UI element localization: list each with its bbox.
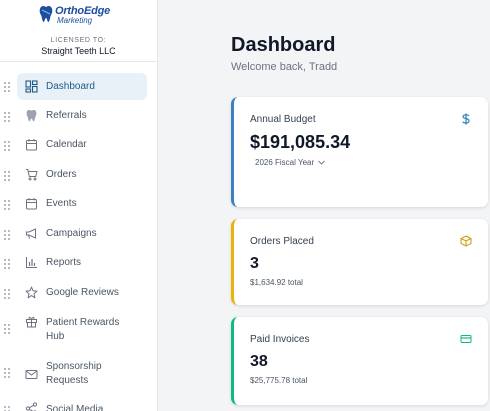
- tooth-icon: [26, 109, 37, 122]
- fiscal-year-select-value: 2026 Fiscal Year: [255, 158, 315, 167]
- card-label: Orders Placed: [250, 236, 314, 247]
- sidebar-item-calendar[interactable]: Calendar: [0, 131, 157, 159]
- chevron-down-icon: [318, 161, 326, 166]
- licensee-name: Straight Teeth LLC: [41, 46, 116, 56]
- orders-total: $1,634.92 total: [250, 278, 303, 287]
- gift-icon: [26, 316, 37, 328]
- sidebar-item-dashboard[interactable]: Dashboard: [0, 72, 157, 100]
- nav-link-campaigns[interactable]: Campaigns: [17, 220, 147, 248]
- box-icon: [460, 235, 472, 247]
- calendar-icon: [26, 198, 37, 210]
- bar-chart-icon: [26, 257, 37, 268]
- brand-header: OrthoEdge Marketing LICENSED TO: Straigh…: [0, 0, 157, 62]
- credit-card-icon: [460, 335, 472, 343]
- sidebar: OrthoEdge Marketing LICENSED TO: Straigh…: [0, 0, 158, 411]
- orthoedge-logo[interactable]: OrthoEdge Marketing: [38, 5, 118, 25]
- tooth-logo-icon: [39, 5, 53, 23]
- sidebar-item-label: Referrals: [46, 110, 87, 121]
- drag-handle-icon[interactable]: [4, 289, 10, 299]
- dashboard-grid-icon: [25, 80, 38, 93]
- nav-link-social-media[interactable]: Social Media: [17, 398, 147, 411]
- drag-handle-icon[interactable]: [4, 141, 10, 151]
- megaphone-icon: [26, 228, 36, 239]
- drag-handle-icon[interactable]: [4, 200, 10, 210]
- sidebar-item-label-line2: Requests: [46, 375, 89, 386]
- card-label: Paid Invoices: [250, 334, 310, 345]
- orders-placed-value: 3: [250, 255, 259, 272]
- main-content: Dashboard Welcome back, Tradd Annual Bud…: [159, 0, 490, 411]
- drag-handle-icon[interactable]: [4, 171, 10, 181]
- sidebar-item-referrals[interactable]: Referrals: [0, 102, 157, 130]
- sidebar-item-label: Events: [46, 198, 77, 209]
- sidebar-item-label: Calendar: [46, 139, 87, 150]
- card-label: Annual Budget: [250, 114, 316, 125]
- sidebar-item-label-line1: Sponsorship: [46, 361, 102, 372]
- sidebar-item-campaigns[interactable]: Campaigns: [0, 220, 157, 248]
- nav-link-reports[interactable]: Reports: [17, 249, 147, 277]
- nav-link-events[interactable]: Events: [17, 190, 147, 218]
- calendar-icon: [26, 139, 37, 151]
- drag-handle-icon[interactable]: [4, 82, 10, 92]
- invoices-total: $25,775.78 total: [250, 376, 308, 385]
- sidebar-item-label: Dashboard: [46, 81, 95, 92]
- annual-budget-value: $191,085.34: [250, 132, 351, 152]
- paid-invoices-value: 38: [250, 353, 268, 370]
- nav-link-calendar[interactable]: Calendar: [17, 131, 147, 159]
- nav-link-orders[interactable]: Orders: [17, 161, 147, 189]
- drag-handle-icon[interactable]: [4, 112, 10, 122]
- fiscal-year-select[interactable]: 2026 Fiscal Year: [255, 158, 326, 167]
- licensed-to-label: LICENSED TO:: [50, 37, 107, 44]
- sidebar-item-sponsorship-requests[interactable]: Sponsorship Requests: [0, 356, 157, 392]
- drag-handle-icon[interactable]: [4, 230, 10, 240]
- page-title: Dashboard: [231, 34, 336, 56]
- mail-icon: [25, 370, 38, 379]
- sidebar-item-label: Google Reviews: [46, 287, 119, 298]
- cart-icon: [26, 169, 38, 181]
- sidebar-item-google-reviews[interactable]: Google Reviews: [0, 279, 157, 307]
- nav-link-google-reviews[interactable]: Google Reviews: [17, 279, 147, 307]
- annual-budget-card: Annual Budget $191,085.34 2026 Fiscal Ye…: [231, 97, 488, 207]
- nav-link-sponsorship-requests[interactable]: Sponsorship Requests: [17, 356, 147, 392]
- drag-handle-icon[interactable]: [4, 406, 10, 411]
- nav-link-referrals[interactable]: Referrals: [17, 102, 147, 130]
- sidebar-item-label: Campaigns: [46, 228, 97, 239]
- sidebar-item-patient-rewards-hub[interactable]: Patient Rewards Hub: [0, 312, 157, 348]
- paid-invoices-card: Paid Invoices 38 $25,775.78 total: [231, 317, 488, 405]
- drag-handle-icon[interactable]: [4, 368, 10, 378]
- logo-text-secondary: Marketing: [57, 16, 93, 25]
- sidebar-item-orders[interactable]: Orders: [0, 161, 157, 189]
- nav-link-dashboard[interactable]: Dashboard: [17, 73, 147, 100]
- share-icon: [25, 402, 38, 411]
- sidebar-item-events[interactable]: Events: [0, 190, 157, 218]
- sidebar-item-label-line2: Hub: [46, 331, 65, 342]
- sidebar-item-label: Reports: [46, 257, 82, 268]
- nav-link-patient-rewards-hub[interactable]: Patient Rewards Hub: [17, 312, 147, 348]
- sidebar-item-social-media[interactable]: Social Media: [0, 398, 157, 411]
- logo-text-primary: OrthoEdge: [55, 5, 111, 17]
- drag-handle-icon[interactable]: [4, 259, 10, 269]
- sidebar-item-label: Social Media: [46, 404, 104, 411]
- sidebar-item-label-line1: Patient Rewards: [46, 317, 120, 328]
- orders-placed-card: Orders Placed 3 $1,634.92 total: [231, 219, 488, 305]
- drag-handle-icon[interactable]: [4, 324, 10, 334]
- sidebar-item-label: Orders: [46, 169, 77, 180]
- dollar-icon: [462, 113, 470, 125]
- welcome-message: Welcome back, Tradd: [231, 61, 338, 73]
- sidebar-item-reports[interactable]: Reports: [0, 249, 157, 277]
- star-icon: [25, 286, 38, 299]
